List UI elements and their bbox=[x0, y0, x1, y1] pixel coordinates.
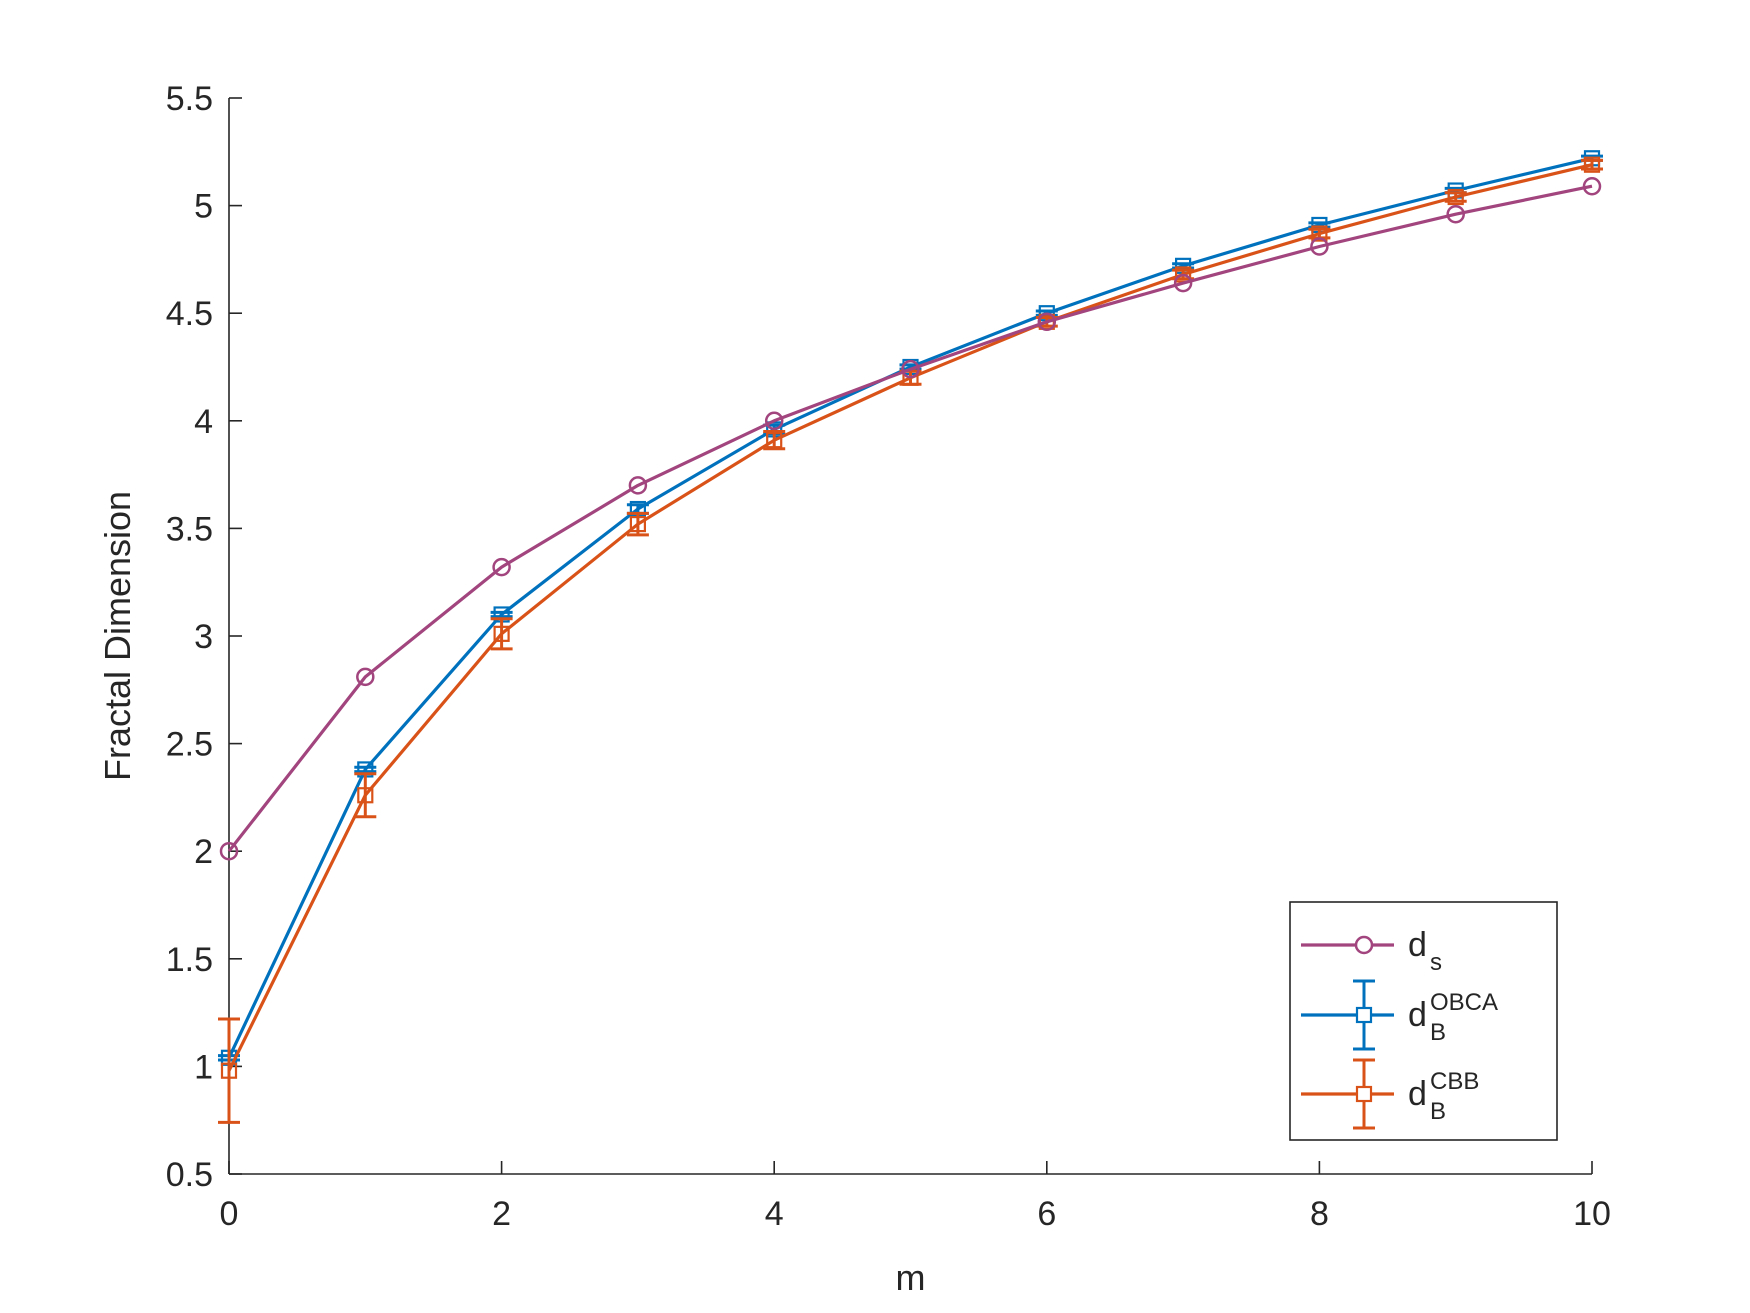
y-axis-label: Fractal Dimension bbox=[97, 491, 138, 781]
series-line-ds bbox=[227, 184, 1593, 853]
legend-label-main: d bbox=[1408, 996, 1427, 1034]
legend-label: d CBB B bbox=[1408, 1068, 1479, 1125]
data-point-cbb bbox=[357, 787, 374, 804]
data-point-ds bbox=[1310, 237, 1329, 256]
legend-label-sup: OBCA bbox=[1430, 989, 1498, 1016]
legend-entry-cbb: d CBB B bbox=[1301, 1058, 1479, 1130]
y-tick-label: 2.5 bbox=[166, 726, 213, 764]
y-tick-label: 4.5 bbox=[166, 295, 213, 333]
data-point-ds bbox=[492, 557, 511, 577]
axes: 0 2 4 6 8 10 0.5 1 1.5 2 2.5 3 3.5 4 4.5 5 5.5 bbox=[166, 80, 1611, 1233]
data-point-ds bbox=[219, 841, 239, 861]
y-tick-label: 4 bbox=[194, 403, 213, 441]
x-tick-label: 4 bbox=[765, 1195, 784, 1233]
legend-box bbox=[1289, 901, 1558, 1141]
x-tick-label: 2 bbox=[492, 1195, 511, 1233]
y-tick-label: 5.5 bbox=[166, 80, 213, 118]
legend-entry-obca: d OBCA B bbox=[1301, 979, 1498, 1051]
x-axis-label: m bbox=[896, 1257, 926, 1298]
x-tick-label: 0 bbox=[220, 1195, 239, 1233]
legend-label-sub: B bbox=[1430, 1019, 1446, 1046]
data-point-ds bbox=[1446, 204, 1465, 224]
data-point-cbb bbox=[493, 625, 510, 642]
y-tick-label: 3 bbox=[194, 618, 213, 656]
data-point-cbb bbox=[1447, 188, 1464, 206]
data-point-ds bbox=[764, 411, 784, 431]
data-point-cbb bbox=[629, 515, 647, 533]
data-point-cbb bbox=[220, 1062, 238, 1079]
data-point-ds bbox=[356, 667, 375, 687]
y-tick-label: 3.5 bbox=[166, 510, 213, 548]
data-point-cbb bbox=[766, 432, 783, 449]
legend-label-main: d bbox=[1408, 926, 1427, 964]
legend-label-sub: B bbox=[1430, 1098, 1446, 1125]
y-tick-label: 1.5 bbox=[166, 941, 213, 979]
data-point-ds bbox=[1173, 273, 1193, 293]
x-tick-label: 8 bbox=[1310, 1195, 1329, 1233]
legend-marker bbox=[1355, 1006, 1373, 1024]
error-bar-cbb bbox=[218, 1017, 240, 1124]
legend: d sd OBCA Bd CBB B bbox=[1289, 901, 1558, 1141]
axis-labels: m Fractal Dimension bbox=[97, 491, 926, 1298]
y-tick-label: 1 bbox=[194, 1048, 213, 1086]
data-point-ds bbox=[901, 359, 920, 379]
legend-label-main: d bbox=[1408, 1075, 1427, 1113]
legend-label-sup: CBB bbox=[1430, 1068, 1479, 1095]
x-tick-label: 10 bbox=[1573, 1195, 1611, 1233]
plot-series bbox=[218, 150, 1603, 1124]
series-ds bbox=[219, 176, 1602, 861]
y-tick-label: 2 bbox=[194, 833, 213, 871]
legend-marker bbox=[1355, 1085, 1373, 1103]
data-point-ds bbox=[1037, 312, 1057, 332]
data-point-cbb bbox=[1583, 156, 1601, 173]
legend-label: d OBCA B bbox=[1408, 989, 1498, 1046]
series-line-obca bbox=[227, 156, 1593, 1059]
y-tick-label: 5 bbox=[194, 188, 213, 226]
x-tick-label: 6 bbox=[1037, 1195, 1056, 1233]
y-tick-label: 0.5 bbox=[166, 1156, 213, 1194]
data-point-ds bbox=[628, 476, 648, 495]
data-point-cbb bbox=[1311, 225, 1328, 242]
legend-marker bbox=[1354, 935, 1374, 955]
data-point-ds bbox=[1582, 176, 1602, 196]
legend-label-sub: s bbox=[1430, 949, 1442, 976]
